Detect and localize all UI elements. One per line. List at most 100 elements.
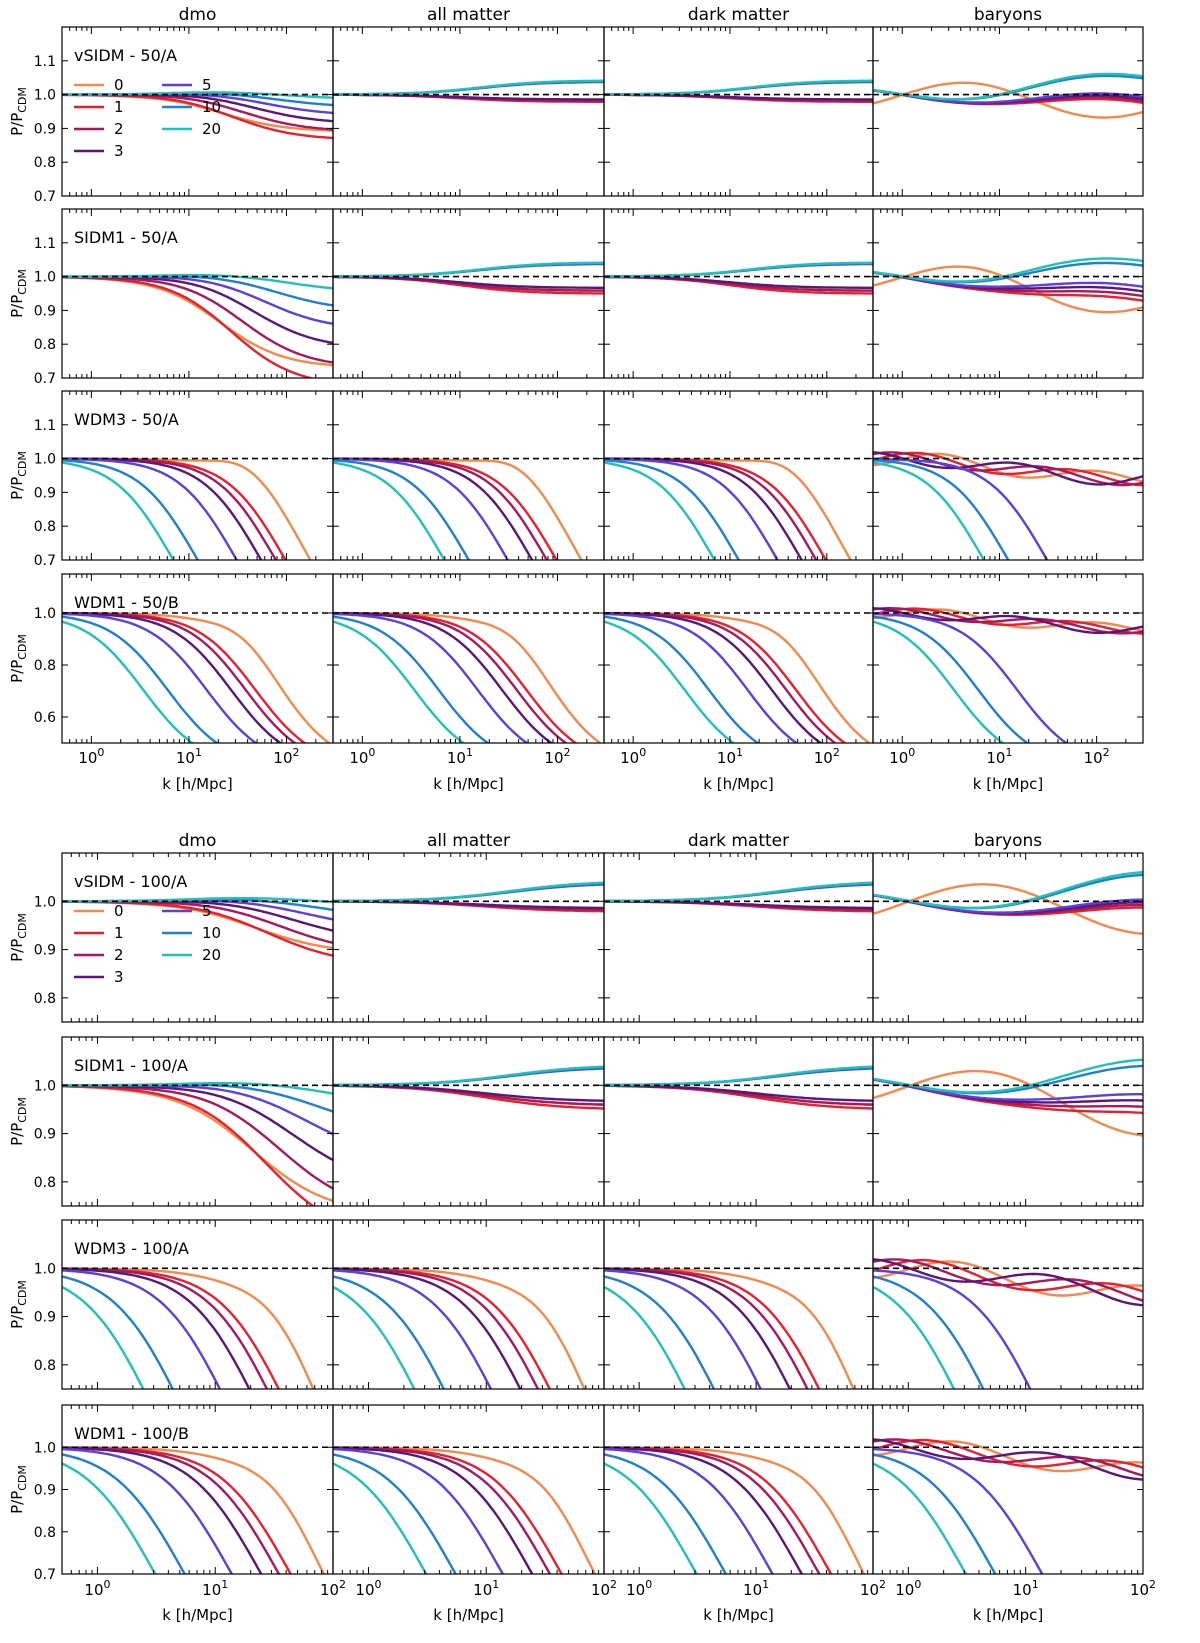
- x-tick-label: 102: [273, 746, 299, 767]
- series-2: [604, 1267, 809, 1389]
- series-2: [62, 93, 333, 131]
- y-tick-label: 0.8: [34, 991, 56, 1007]
- series-20: [604, 1065, 873, 1087]
- y-tick-label: 0.9: [34, 943, 56, 959]
- legend-label-5: 5: [202, 902, 212, 920]
- legend-label-10: 10: [202, 98, 221, 116]
- y-tick-label: 0.8: [34, 1358, 56, 1374]
- column-title-dmo: dmo: [179, 831, 217, 851]
- series-3: [873, 1438, 1143, 1481]
- series-20: [873, 72, 1143, 101]
- series-10: [873, 615, 1030, 743]
- y-tick-label: 0.9: [34, 303, 56, 319]
- panel-frame: [872, 1036, 1144, 1207]
- series-1: [333, 1084, 604, 1110]
- series-10: [333, 1275, 446, 1389]
- series-2: [333, 457, 549, 560]
- series-20: [333, 1462, 428, 1574]
- legend-label-0: 0: [114, 76, 124, 94]
- y-tick-label: 0.8: [34, 1525, 56, 1541]
- panel-dmo: 0.8 0.9 1.0 P/PCDM WDM3 - 100/A: [8, 1219, 334, 1390]
- series-20: [873, 1462, 968, 1574]
- series-10: [604, 1453, 728, 1574]
- column-title-all-matter: all matter: [427, 5, 510, 25]
- series-20: [873, 1285, 956, 1389]
- y-tick-label: 0.9: [34, 1310, 56, 1326]
- row-label: WDM3 - 50/A: [74, 410, 179, 429]
- series-5: [333, 1447, 505, 1574]
- series-2: [333, 612, 568, 743]
- series-3: [62, 1267, 251, 1389]
- x-axis-label: k [h/Mpc]: [973, 775, 1043, 793]
- y-tick-label: 0.7: [34, 553, 56, 569]
- legend-label-3: 3: [114, 142, 124, 160]
- x-tick-label: 101: [473, 1578, 499, 1599]
- panel-frame: [603, 852, 874, 1023]
- series-3: [604, 900, 873, 910]
- legend-label-2: 2: [114, 120, 124, 138]
- panel-baryons: [872, 208, 1144, 379]
- series-20: [604, 1285, 686, 1389]
- series-5: [62, 457, 239, 560]
- panel-frame: [872, 26, 1144, 197]
- x-tick-label: 100: [620, 746, 646, 767]
- series-3: [333, 1267, 522, 1389]
- series-2: [604, 612, 838, 743]
- panel-row-vsidm-100-a: 0.8 0.9 1.0 P/PCDM vSIDM - 100/A 0 1 2 3 5 10 20: [8, 852, 1144, 1023]
- y-tick-label: 0.8: [34, 1175, 56, 1191]
- x-tick-label: 101: [986, 746, 1012, 767]
- panel-dark-matter: [603, 1404, 874, 1575]
- panel-frame: [872, 390, 1144, 561]
- series-5: [873, 457, 1049, 560]
- x-axis-label: k [h/Mpc]: [433, 1606, 503, 1624]
- series-3: [62, 612, 283, 743]
- panel-dmo: 0.6 0.8 1.0 P/PCDM WDM1 - 50/B: [8, 573, 334, 744]
- y-tick-label: 0.8: [34, 155, 56, 171]
- x-tick-label: 102: [814, 746, 840, 767]
- column-title-dark-matter: dark matter: [688, 5, 789, 25]
- series-20: [333, 881, 604, 903]
- series-20: [873, 461, 986, 560]
- series-20: [604, 881, 873, 903]
- y-tick-label: 1.0: [34, 894, 56, 910]
- panel-frame: [872, 1404, 1144, 1575]
- panel-frame: [603, 573, 874, 744]
- series-20: [333, 1285, 416, 1389]
- x-tick-label: 100: [78, 746, 104, 767]
- x-tick-label: 101: [717, 746, 743, 767]
- panel-all-matter: [332, 1219, 605, 1390]
- series-2: [62, 1084, 333, 1190]
- panel-dark-matter: [603, 852, 874, 1023]
- series-0: [873, 81, 1143, 119]
- series-20: [604, 461, 716, 560]
- x-tick-label: 101: [743, 1578, 769, 1599]
- series-0: [873, 1069, 1143, 1137]
- series-5: [333, 1269, 493, 1389]
- panel-all-matter: [332, 573, 605, 744]
- series-5: [873, 612, 1069, 743]
- column-title-baryons: baryons: [974, 5, 1042, 25]
- series-5: [604, 1447, 774, 1574]
- panel-dark-matter: [603, 208, 874, 379]
- series-0: [62, 1085, 333, 1203]
- series-10: [333, 615, 490, 743]
- column-title-baryons: baryons: [974, 831, 1042, 851]
- y-tick-label: 0.7: [34, 189, 56, 205]
- series-5: [873, 1447, 1044, 1574]
- panel-dmo: 0.7 0.8 0.9 1.0 1.1 P/PCDM WDM3 - 50/A: [8, 390, 334, 569]
- series-5: [604, 612, 799, 743]
- x-tick-label: 102: [544, 746, 570, 767]
- y-axis-label: P/PCDM: [8, 913, 29, 962]
- series-0: [873, 1260, 1143, 1297]
- series-1: [873, 607, 1143, 635]
- panel-dmo: 0.8 0.9 1.0 P/PCDM SIDM1 - 100/A: [8, 1036, 334, 1207]
- series-20: [62, 1462, 157, 1574]
- series-1: [333, 612, 578, 743]
- column-title-dark-matter: dark matter: [688, 831, 789, 851]
- y-tick-label: 1.0: [34, 1440, 56, 1456]
- y-tick-label: 1.0: [34, 606, 56, 622]
- series-10: [604, 615, 760, 743]
- series-1: [62, 1085, 315, 1206]
- y-tick-label: 1.0: [34, 270, 56, 286]
